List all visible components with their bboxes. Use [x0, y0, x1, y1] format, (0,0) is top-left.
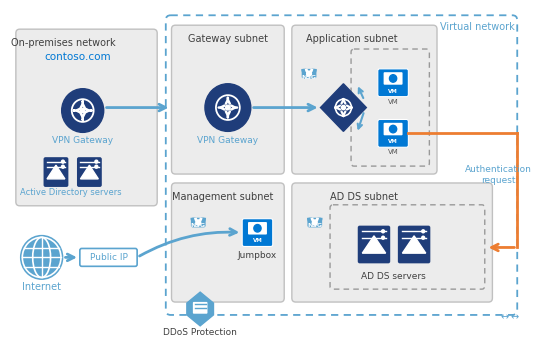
Polygon shape: [362, 236, 386, 253]
Circle shape: [254, 224, 261, 232]
FancyBboxPatch shape: [77, 157, 102, 187]
FancyBboxPatch shape: [378, 69, 408, 97]
Text: ↔: ↔: [511, 312, 519, 322]
Polygon shape: [187, 292, 214, 326]
Text: Authentication
request: Authentication request: [465, 165, 532, 185]
FancyBboxPatch shape: [248, 222, 267, 234]
Circle shape: [95, 165, 98, 168]
Polygon shape: [402, 236, 426, 253]
FancyBboxPatch shape: [398, 226, 430, 264]
Circle shape: [196, 220, 201, 225]
Text: NSG: NSG: [190, 223, 206, 228]
Text: Application subnet: Application subnet: [306, 34, 398, 44]
Text: Public IP: Public IP: [89, 253, 128, 262]
Polygon shape: [47, 165, 65, 179]
Polygon shape: [81, 165, 98, 179]
FancyBboxPatch shape: [378, 120, 408, 147]
FancyBboxPatch shape: [44, 157, 68, 187]
Text: VM: VM: [388, 139, 398, 144]
Text: Gateway subnet: Gateway subnet: [188, 34, 268, 44]
FancyBboxPatch shape: [302, 69, 316, 79]
FancyBboxPatch shape: [384, 72, 402, 85]
Text: On-premises network: On-premises network: [11, 38, 116, 48]
FancyBboxPatch shape: [307, 218, 322, 227]
FancyBboxPatch shape: [193, 302, 208, 314]
Circle shape: [381, 236, 385, 239]
Text: NSG: NSG: [301, 75, 316, 80]
Circle shape: [307, 71, 312, 76]
Text: VM: VM: [388, 89, 398, 94]
FancyBboxPatch shape: [292, 25, 437, 174]
FancyBboxPatch shape: [16, 29, 157, 206]
Circle shape: [341, 106, 345, 110]
FancyBboxPatch shape: [191, 218, 206, 227]
Circle shape: [61, 165, 65, 168]
FancyBboxPatch shape: [172, 25, 284, 174]
Circle shape: [390, 125, 397, 133]
FancyBboxPatch shape: [358, 226, 390, 264]
Text: AD DS subnet: AD DS subnet: [330, 192, 399, 202]
Text: Management subnet: Management subnet: [172, 192, 274, 202]
Circle shape: [61, 160, 65, 163]
FancyBboxPatch shape: [172, 183, 284, 302]
FancyBboxPatch shape: [292, 183, 492, 302]
Text: contoso.com: contoso.com: [45, 52, 111, 62]
FancyBboxPatch shape: [242, 219, 273, 247]
Text: ↔: ↔: [501, 312, 509, 322]
Text: VM: VM: [388, 99, 399, 104]
Circle shape: [313, 220, 317, 225]
Text: Active Directory servers: Active Directory servers: [20, 188, 122, 197]
Text: VPN Gateway: VPN Gateway: [52, 136, 114, 145]
Text: AD DS servers: AD DS servers: [360, 272, 426, 281]
Text: Jumpbox: Jumpbox: [238, 251, 277, 260]
Polygon shape: [321, 84, 366, 131]
Circle shape: [390, 75, 397, 82]
Circle shape: [205, 84, 251, 131]
Text: VM: VM: [253, 238, 263, 243]
Circle shape: [225, 105, 230, 110]
Text: VM: VM: [388, 149, 399, 155]
Circle shape: [422, 236, 424, 239]
Text: NSG: NSG: [307, 223, 322, 228]
FancyBboxPatch shape: [80, 248, 137, 266]
Circle shape: [62, 89, 104, 132]
Text: VPN Gateway: VPN Gateway: [197, 136, 258, 145]
Circle shape: [81, 108, 85, 113]
Text: Internet: Internet: [22, 282, 61, 292]
Text: Virtual network: Virtual network: [440, 22, 514, 32]
FancyBboxPatch shape: [384, 123, 402, 135]
Circle shape: [381, 230, 385, 233]
Circle shape: [422, 230, 424, 233]
Text: DDoS Protection: DDoS Protection: [163, 328, 237, 337]
Circle shape: [20, 236, 62, 279]
Circle shape: [95, 160, 98, 163]
